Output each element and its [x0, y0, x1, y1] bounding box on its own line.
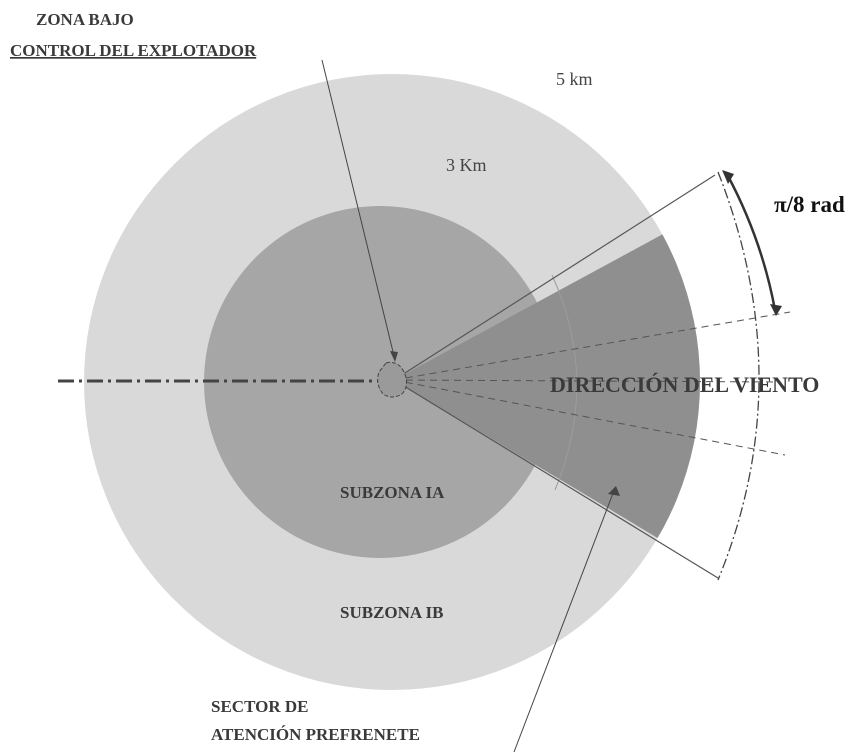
subzona-ia-label: SUBZONA IA	[340, 483, 445, 502]
operator-zone-label-line1: ZONA BAJO	[36, 10, 134, 29]
sector-label-line2: ATENCIÓN PREFRENETE	[211, 725, 420, 744]
sector-label-line1: SECTOR DE	[211, 697, 308, 716]
sector-arrowhead	[608, 486, 620, 496]
operator-zone-label-line2: CONTROL DEL EXPLOTADOR	[10, 41, 257, 60]
wind-direction-label: DIRECCIÓN DEL VIENTO	[550, 372, 819, 397]
angle-arrow-top	[722, 170, 734, 184]
operator-zone-arrowhead	[390, 351, 398, 362]
operator-zone-pointer	[321, 59, 396, 361]
angle-arrow-bottom	[770, 304, 782, 316]
sector-edge-upper	[393, 174, 716, 381]
inner-radius-label: 3 Km	[446, 155, 487, 175]
sector-edge-lower	[393, 379, 719, 579]
subzona-ib-label: SUBZONA IB	[340, 603, 443, 622]
wind-dash-center	[393, 379, 781, 383]
attention-sector	[394, 208, 700, 570]
outer-dashed-arc	[717, 171, 760, 581]
operator-zone-shape	[377, 361, 408, 398]
sector-pointer	[513, 487, 616, 752]
wind-dash-lower	[393, 379, 786, 456]
angle-dimension-arc	[726, 175, 777, 311]
angle-label: π/8 rad	[774, 192, 845, 217]
wind-dash-upper	[393, 311, 791, 381]
outer-radius-label: 5 km	[556, 69, 593, 89]
